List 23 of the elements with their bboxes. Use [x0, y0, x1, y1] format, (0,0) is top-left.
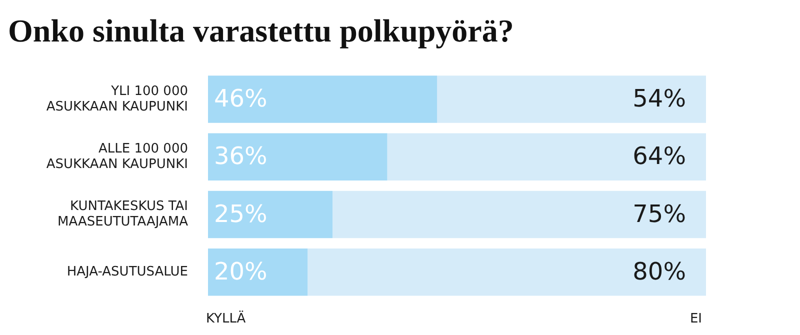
series-label: EI [690, 311, 702, 326]
y-tick-label: HAJA-ASUTUSALUE [66, 264, 188, 280]
data-label: 75% [632, 200, 686, 228]
bar [208, 76, 438, 123]
data-label: 20% [214, 257, 268, 286]
data-label: 80% [632, 257, 686, 286]
data-label: 54% [632, 84, 686, 112]
data-label: 25% [214, 200, 268, 228]
y-tick-label: KUNTAKESKUS TAI MAASEUTUTAAJAMA [58, 199, 188, 230]
y-tick-label: ALLE 100 000 ASUKKAAN KAUPUNKI [46, 141, 188, 172]
bar [208, 133, 388, 181]
bar [387, 133, 706, 181]
bar [208, 248, 308, 296]
bar [437, 76, 706, 123]
data-label: 36% [214, 142, 268, 170]
data-label: 46% [214, 84, 268, 112]
data-label: 64% [632, 142, 686, 170]
bar [332, 190, 706, 238]
bar [308, 248, 706, 296]
series-label: KYLLÄ [206, 310, 246, 326]
y-tick-label: YLI 100 000 ASUKKAAN KAUPUNKI [46, 84, 188, 114]
chart-title: Onko sinulta varastettu polkupyörä? [8, 12, 514, 48]
bar [208, 190, 332, 238]
